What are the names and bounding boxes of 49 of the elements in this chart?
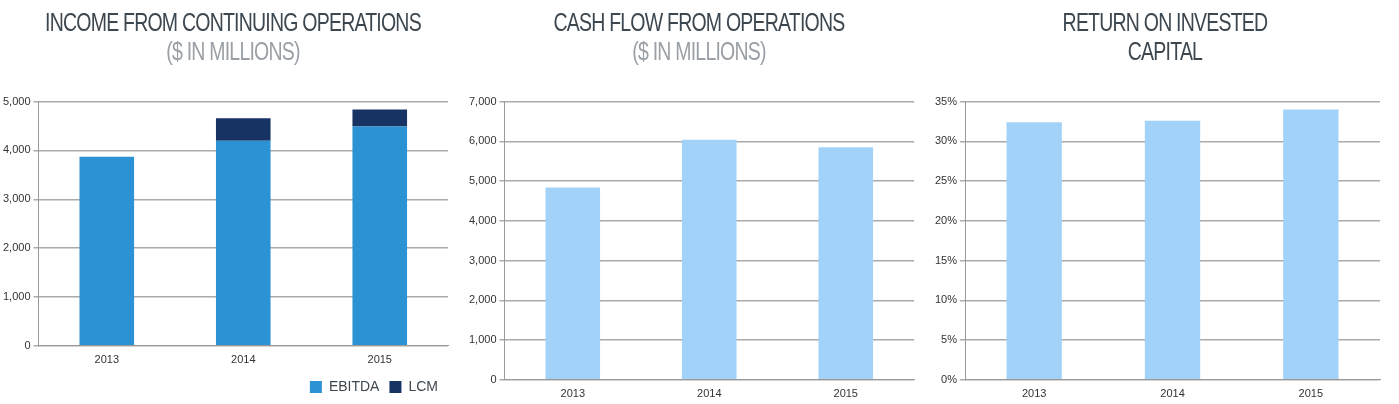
- y-tick-label: 20%: [934, 213, 958, 226]
- bar: [352, 109, 408, 127]
- bar: [215, 140, 271, 346]
- x-tick-label: 2014: [697, 387, 722, 400]
- bar: [1006, 122, 1062, 380]
- chart-title: INCOME FROM CONTINUING OPERATIONS: [44, 8, 422, 37]
- y-tick-label: 35%: [934, 94, 958, 107]
- bar: [352, 126, 408, 346]
- bar: [1144, 120, 1201, 380]
- chart-title: CASH FLOW FROM OPERATIONS: [552, 8, 846, 37]
- x-tick-label: 2014: [231, 353, 256, 366]
- y-tick-label: 3,000: [469, 253, 497, 266]
- x-tick-label: 2015: [1298, 387, 1324, 400]
- y-tick-label: 10%: [934, 293, 958, 306]
- y-tick-label: 6,000: [469, 134, 497, 147]
- y-tick-label: 2,000: [3, 241, 31, 254]
- legend-label: EBITDA: [328, 377, 381, 394]
- y-tick-label: 2,000: [469, 293, 497, 306]
- y-tick-label: 1,000: [3, 289, 31, 302]
- chart-title: RETURN ON INVESTED CAPITAL: [1061, 8, 1269, 66]
- y-tick-label: 1,000: [469, 333, 497, 346]
- legend-label: LCM: [408, 377, 438, 394]
- bar: [79, 156, 135, 346]
- y-tick-label: 3,000: [3, 192, 31, 205]
- bar: [215, 118, 271, 141]
- y-tick-label: 5%: [941, 333, 958, 346]
- y-tick-label: 5,000: [469, 174, 497, 187]
- bar: [1283, 109, 1339, 380]
- y-tick-label: 4,000: [469, 213, 497, 226]
- x-tick-label: 2013: [1021, 387, 1047, 400]
- y-tick-label: 0: [24, 338, 31, 351]
- x-tick-label: 2013: [560, 387, 586, 400]
- chart-subtitle: ($ IN MILLIONS): [631, 37, 767, 66]
- y-tick-label: 15%: [934, 253, 958, 266]
- bar: [545, 187, 601, 380]
- y-tick-label: 30%: [934, 134, 958, 147]
- y-tick-label: 25%: [934, 174, 958, 187]
- x-tick-label: 2013: [94, 353, 120, 366]
- bar: [681, 139, 737, 380]
- bar: [818, 147, 874, 380]
- y-tick-label: 7,000: [469, 94, 497, 107]
- x-tick-label: 2015: [833, 387, 858, 400]
- x-tick-label: 2015: [367, 353, 392, 366]
- y-tick-label: 0%: [941, 372, 958, 385]
- y-tick-label: 5,000: [3, 94, 31, 107]
- y-tick-label: 0: [490, 372, 497, 385]
- x-tick-label: 2014: [1160, 387, 1185, 400]
- chart-subtitle: ($ IN MILLIONS): [165, 37, 301, 66]
- y-tick-label: 4,000: [3, 143, 31, 156]
